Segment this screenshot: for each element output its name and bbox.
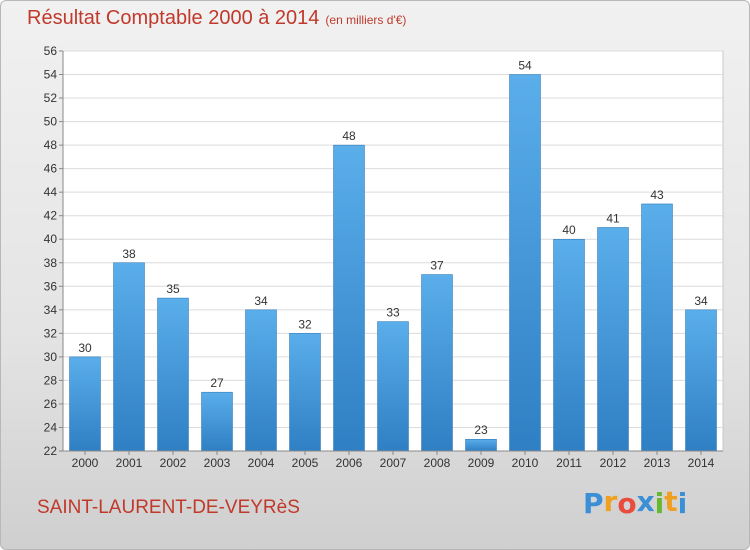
x-tick-label: 2013 [644,456,671,470]
bar-2005 [289,333,321,452]
bar-2010 [509,74,541,452]
x-tick-label: 2000 [72,456,99,470]
y-tick-label: 42 [44,209,58,223]
x-tick-label: 2005 [292,456,319,470]
y-tick-label: 26 [44,397,58,411]
y-tick-label: 50 [44,115,58,129]
bar-value-label: 38 [122,247,136,261]
x-tick-label: 2014 [688,456,715,470]
x-tick-label: 2004 [248,456,275,470]
bar-2006 [333,144,365,452]
y-tick-label: 36 [44,279,58,293]
logo-letter: P [583,487,604,520]
x-tick-label: 2009 [468,456,495,470]
logo-letter: x [636,485,655,518]
logo-letter: o [617,487,637,520]
bar-value-label: 34 [694,294,708,308]
y-tick-label: 46 [44,162,58,176]
bar-2004 [245,309,277,452]
x-tick-label: 2008 [424,456,451,470]
x-tick-label: 2012 [600,456,627,470]
y-tick-label: 28 [44,373,58,387]
y-axis: 22 24 26 28 30 32 34 36 38 40 42 44 46 48 50 52 54 56 [44,44,64,458]
bar-value-label: 27 [210,376,224,390]
bar-2002 [157,297,189,452]
chart-title: Résultat Comptable 2000 à 2014 (en millie… [27,7,406,30]
y-tick-label: 54 [44,68,58,82]
bar-value-label: 54 [518,59,532,73]
y-tick-label: 24 [44,420,58,434]
y-tick-label: 44 [44,185,58,199]
bar-2014 [685,309,717,452]
y-tick-label: 32 [44,326,58,340]
logo-letter: r [603,485,618,518]
y-tick-label: 56 [44,44,58,58]
y-tick-label: 52 [44,91,58,105]
y-tick-label: 38 [44,256,58,270]
bar-2011 [553,238,585,452]
bars: 30 38 35 27 34 32 48 33 37 23 54 40 41 43 34 [69,59,717,452]
x-tick-label: 2006 [336,456,363,470]
x-tick-label: 2001 [116,456,143,470]
chart-unit: (en milliers d'€) [325,13,407,27]
y-tick-label: 30 [44,350,58,364]
y-tick-label: 48 [44,138,58,152]
chart-title-text: Résultat Comptable 2000 à 2014 [27,7,320,29]
bar-2013 [641,203,673,452]
x-tick-label: 2002 [160,456,187,470]
bar-2009 [465,438,497,452]
bar-value-label: 32 [298,317,312,331]
bar-value-label: 40 [562,223,576,237]
logo-letter: t [664,485,678,518]
bar-value-label: 30 [78,341,92,355]
x-tick-label: 2010 [512,456,539,470]
bar-2000 [69,356,101,452]
logo-letter: i [677,487,688,520]
proxiti-logo: Proxiti [583,485,688,520]
x-tick-label: 2003 [204,456,231,470]
bar-value-label: 37 [430,259,444,273]
x-axis: 2000 2001 2002 2003 2004 2005 2006 2007 2008 2009… [63,450,723,470]
bar-value-label: 34 [254,294,268,308]
x-tick-label: 2011 [556,456,582,470]
x-tick-label: 2007 [380,456,407,470]
y-tick-label: 34 [44,303,58,317]
bar-2007 [377,321,409,452]
bar-value-label: 33 [386,306,400,320]
bar-value-label: 35 [166,282,180,296]
logo-letter: i [654,487,665,520]
bar-2001 [113,262,145,452]
bar-value-label: 48 [342,129,356,143]
bar-value-label: 43 [650,188,664,202]
bar-2012 [597,227,629,452]
y-tick-label: 40 [44,232,58,246]
bar-value-label: 23 [474,423,488,437]
bar-value-label: 41 [606,211,620,225]
bar-2008 [421,274,453,452]
bar-2003 [201,391,233,452]
y-tick-label: 22 [44,444,58,458]
city-name: SAINT-LAURENT-DE-VEYRèS [37,497,300,518]
